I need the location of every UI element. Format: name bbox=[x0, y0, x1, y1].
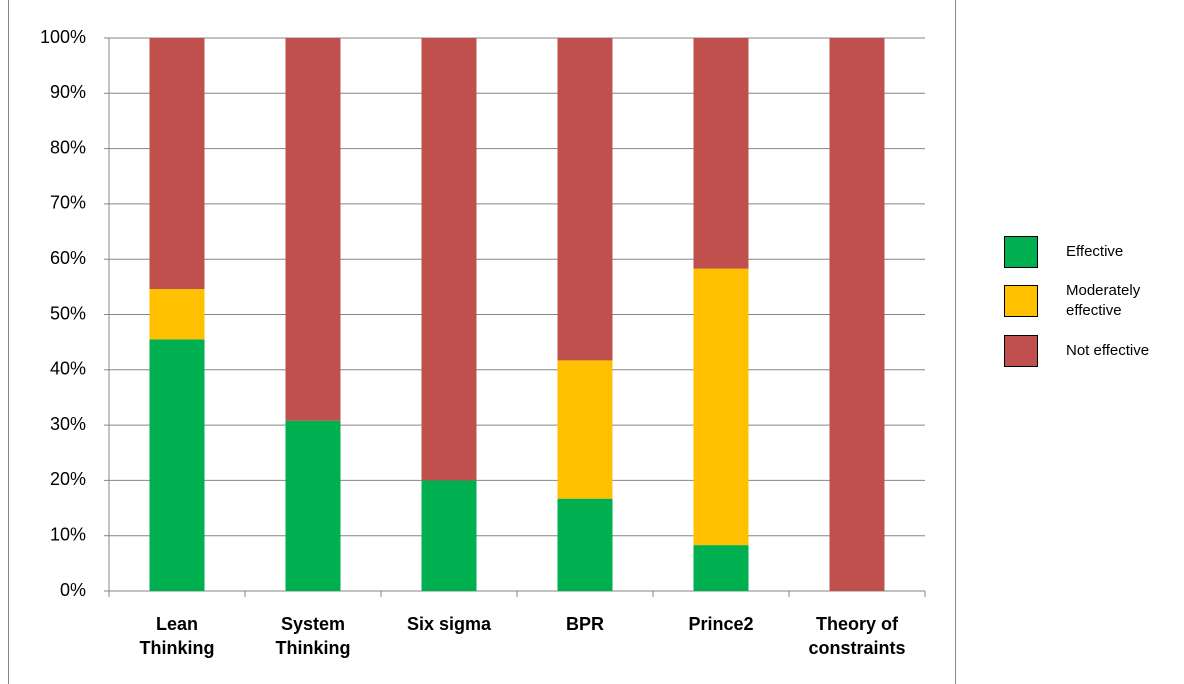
x-tick-label: BPR bbox=[565, 614, 604, 634]
bar-segment bbox=[693, 545, 749, 591]
x-tick-label: Lean Thinking bbox=[139, 614, 215, 658]
y-tick-label: 70% bbox=[50, 193, 86, 213]
bar-segment bbox=[285, 38, 341, 421]
x-tick-label: Theory of constraints bbox=[808, 614, 906, 658]
y-tick-label: 40% bbox=[50, 359, 86, 379]
y-tick-label: 90% bbox=[50, 82, 86, 102]
legend-swatch bbox=[1004, 285, 1038, 317]
x-tick-label: Prince2 bbox=[688, 614, 754, 634]
legend-swatch bbox=[1004, 236, 1038, 268]
bar-segment bbox=[693, 38, 749, 269]
bar-segment bbox=[557, 38, 613, 361]
y-tick-label: 80% bbox=[50, 137, 86, 157]
bar-segment bbox=[149, 289, 205, 340]
bar-segment bbox=[829, 38, 885, 591]
bar-segment bbox=[421, 480, 477, 591]
bar-segment bbox=[149, 38, 205, 290]
y-tick-label: 10% bbox=[50, 524, 86, 544]
bar-segment bbox=[149, 339, 205, 591]
y-tick-label: 100% bbox=[40, 27, 86, 47]
legend-swatch bbox=[1004, 335, 1038, 367]
legend-label: Moderately effective bbox=[1066, 282, 1141, 319]
bar-segment bbox=[421, 38, 477, 481]
y-tick-label: 50% bbox=[50, 303, 86, 323]
y-tick-label: 60% bbox=[50, 248, 86, 268]
chart-border bbox=[8, 0, 956, 684]
bar-segment bbox=[557, 360, 613, 499]
x-tick-label: System Thinking bbox=[275, 614, 351, 658]
y-tick-label: 30% bbox=[50, 414, 86, 434]
y-tick-label: 0% bbox=[60, 580, 86, 600]
x-tick-label: Six sigma bbox=[406, 614, 492, 634]
legend-label: Not effective bbox=[1066, 342, 1150, 359]
bar-segment bbox=[693, 268, 749, 546]
bar-segment bbox=[285, 420, 341, 591]
y-tick-label: 20% bbox=[50, 469, 86, 489]
legend-label: Effective bbox=[1066, 243, 1124, 260]
bar-segment bbox=[557, 498, 613, 591]
